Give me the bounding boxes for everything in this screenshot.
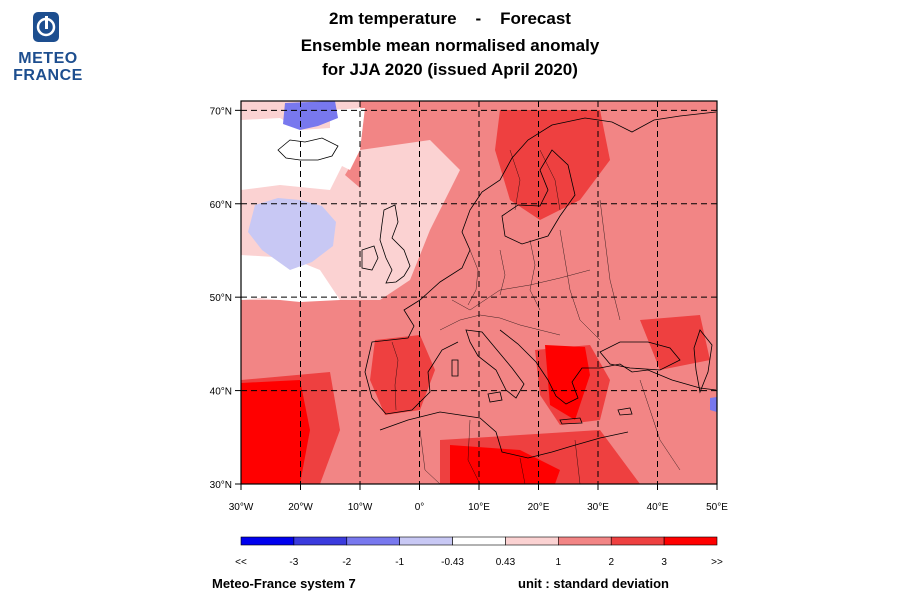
- coast-italy: [465, 329, 525, 399]
- border-15: [639, 379, 681, 471]
- lat-tick-label: 30°N: [210, 480, 232, 491]
- coast-mainland: [419, 111, 717, 301]
- colorbar-label: -2: [342, 557, 351, 568]
- lon-tick-label: 40°E: [647, 502, 669, 513]
- colorbar-bin: [663, 536, 718, 546]
- country-borders: [391, 149, 681, 485]
- colorbar-label: -0.43: [441, 557, 464, 568]
- field-neutral-west: [241, 255, 340, 302]
- title-separator: -: [475, 9, 482, 28]
- colorbar: << -3 -2 -1 -0.43 0.43 1 2 3 >>: [235, 536, 723, 568]
- lon-tick-label: 30°E: [587, 502, 609, 513]
- colorbar-bin: [293, 536, 348, 546]
- lon-tick-label: 20°W: [288, 502, 313, 513]
- unit-label: unit : standard deviation: [518, 576, 669, 591]
- colorbar-bin: [346, 536, 400, 546]
- border-11: [519, 457, 526, 485]
- logo-line-2: FRANCE: [13, 67, 83, 84]
- border-13: [509, 149, 521, 211]
- border-4: [529, 239, 541, 311]
- lon-tick-label: 50°E: [706, 502, 728, 513]
- border-7: [439, 314, 561, 336]
- coastlines: [277, 111, 717, 459]
- colorbar-label: -3: [289, 557, 298, 568]
- coast-france-iberia: [364, 299, 459, 415]
- logo-emblem-icon: [33, 12, 59, 42]
- border-3: [499, 249, 506, 296]
- colorbar-bin: [240, 536, 295, 546]
- colorbar-label: <<: [235, 557, 247, 568]
- field-weak-northsea: [360, 140, 460, 300]
- lat-tick-label: 50°N: [210, 293, 232, 304]
- field-extreme-northafrica: [450, 445, 560, 484]
- lon-tick-label: 10°W: [348, 502, 373, 513]
- colorbar-bin: [399, 536, 453, 546]
- title-line-1: 2m temperature - Forecast: [235, 8, 665, 30]
- coast-cyprus: [617, 407, 633, 416]
- coast-iceland: [277, 137, 339, 161]
- colorbar-label: 1: [556, 557, 562, 568]
- colorbar-label: -1: [395, 557, 404, 568]
- coast-baltic: [501, 149, 576, 245]
- coast-balkans-greece: [499, 329, 717, 405]
- title-kind: Forecast: [500, 9, 571, 28]
- colorbar-bin: [610, 536, 665, 546]
- border-9: [419, 429, 441, 485]
- colorbar-bin: [558, 536, 612, 546]
- field-neutral-central: [330, 108, 365, 170]
- lat-tick-label: 70°N: [210, 106, 232, 117]
- coast-britain: [379, 204, 411, 284]
- logo-line-1: METEO: [18, 50, 78, 67]
- meteo-france-logo: METEO FRANCE: [6, 8, 90, 92]
- lon-tick-label: 30°W: [229, 502, 254, 513]
- coast-ireland: [361, 245, 379, 271]
- field-negative-greenland-sea: [283, 101, 338, 130]
- colorbar-bin: [505, 536, 559, 546]
- field-extreme-greece: [545, 345, 590, 420]
- coast-north-africa: [379, 411, 629, 459]
- colorbar-label: 2: [608, 557, 614, 568]
- title-line-3: for JJA 2020 (issued April 2020): [322, 60, 578, 79]
- colorbar-label: >>: [711, 557, 723, 568]
- model-credit: Meteo-France system 7: [212, 576, 356, 591]
- lon-tick-label: 10°E: [468, 502, 490, 513]
- coast-crete: [559, 417, 583, 425]
- border-6: [599, 199, 621, 321]
- border-8: [391, 341, 399, 411]
- axis-ticks: 30°W 20°W 10°W 0° 10°E 20°E 30°E 40°E 50°E 70°N 60…: [210, 106, 729, 513]
- field-strong-scandinavia: [495, 110, 610, 220]
- border-1: [451, 269, 591, 311]
- colorbar-bin: [452, 536, 506, 546]
- field-negative-atlantic: [248, 198, 336, 270]
- gridlines: [241, 101, 717, 484]
- coast-sicily: [487, 391, 503, 403]
- title-variable: 2m temperature: [329, 9, 457, 28]
- field-strong-iberia: [370, 335, 435, 415]
- coast-black-sea: [599, 341, 681, 371]
- lon-tick-label: 20°E: [528, 502, 550, 513]
- field-neutral-north: [241, 118, 345, 190]
- colorbar-label: 0.43: [496, 557, 516, 568]
- coast-sardinia: [451, 359, 459, 377]
- title-line-2: Ensemble mean normalised anomaly: [300, 36, 600, 55]
- border-14: [539, 149, 561, 211]
- border-12: [574, 439, 581, 485]
- border-10: [467, 419, 481, 485]
- field-negative-east-edge: [710, 397, 717, 412]
- field-extreme-atlantic: [241, 380, 310, 484]
- lat-tick-label: 40°N: [210, 387, 232, 398]
- lat-tick-label: 60°N: [210, 200, 232, 211]
- lon-tick-label: 0°: [415, 502, 425, 513]
- border-5: [559, 229, 601, 341]
- coast-caspian: [693, 329, 713, 394]
- colorbar-label: 3: [661, 557, 667, 568]
